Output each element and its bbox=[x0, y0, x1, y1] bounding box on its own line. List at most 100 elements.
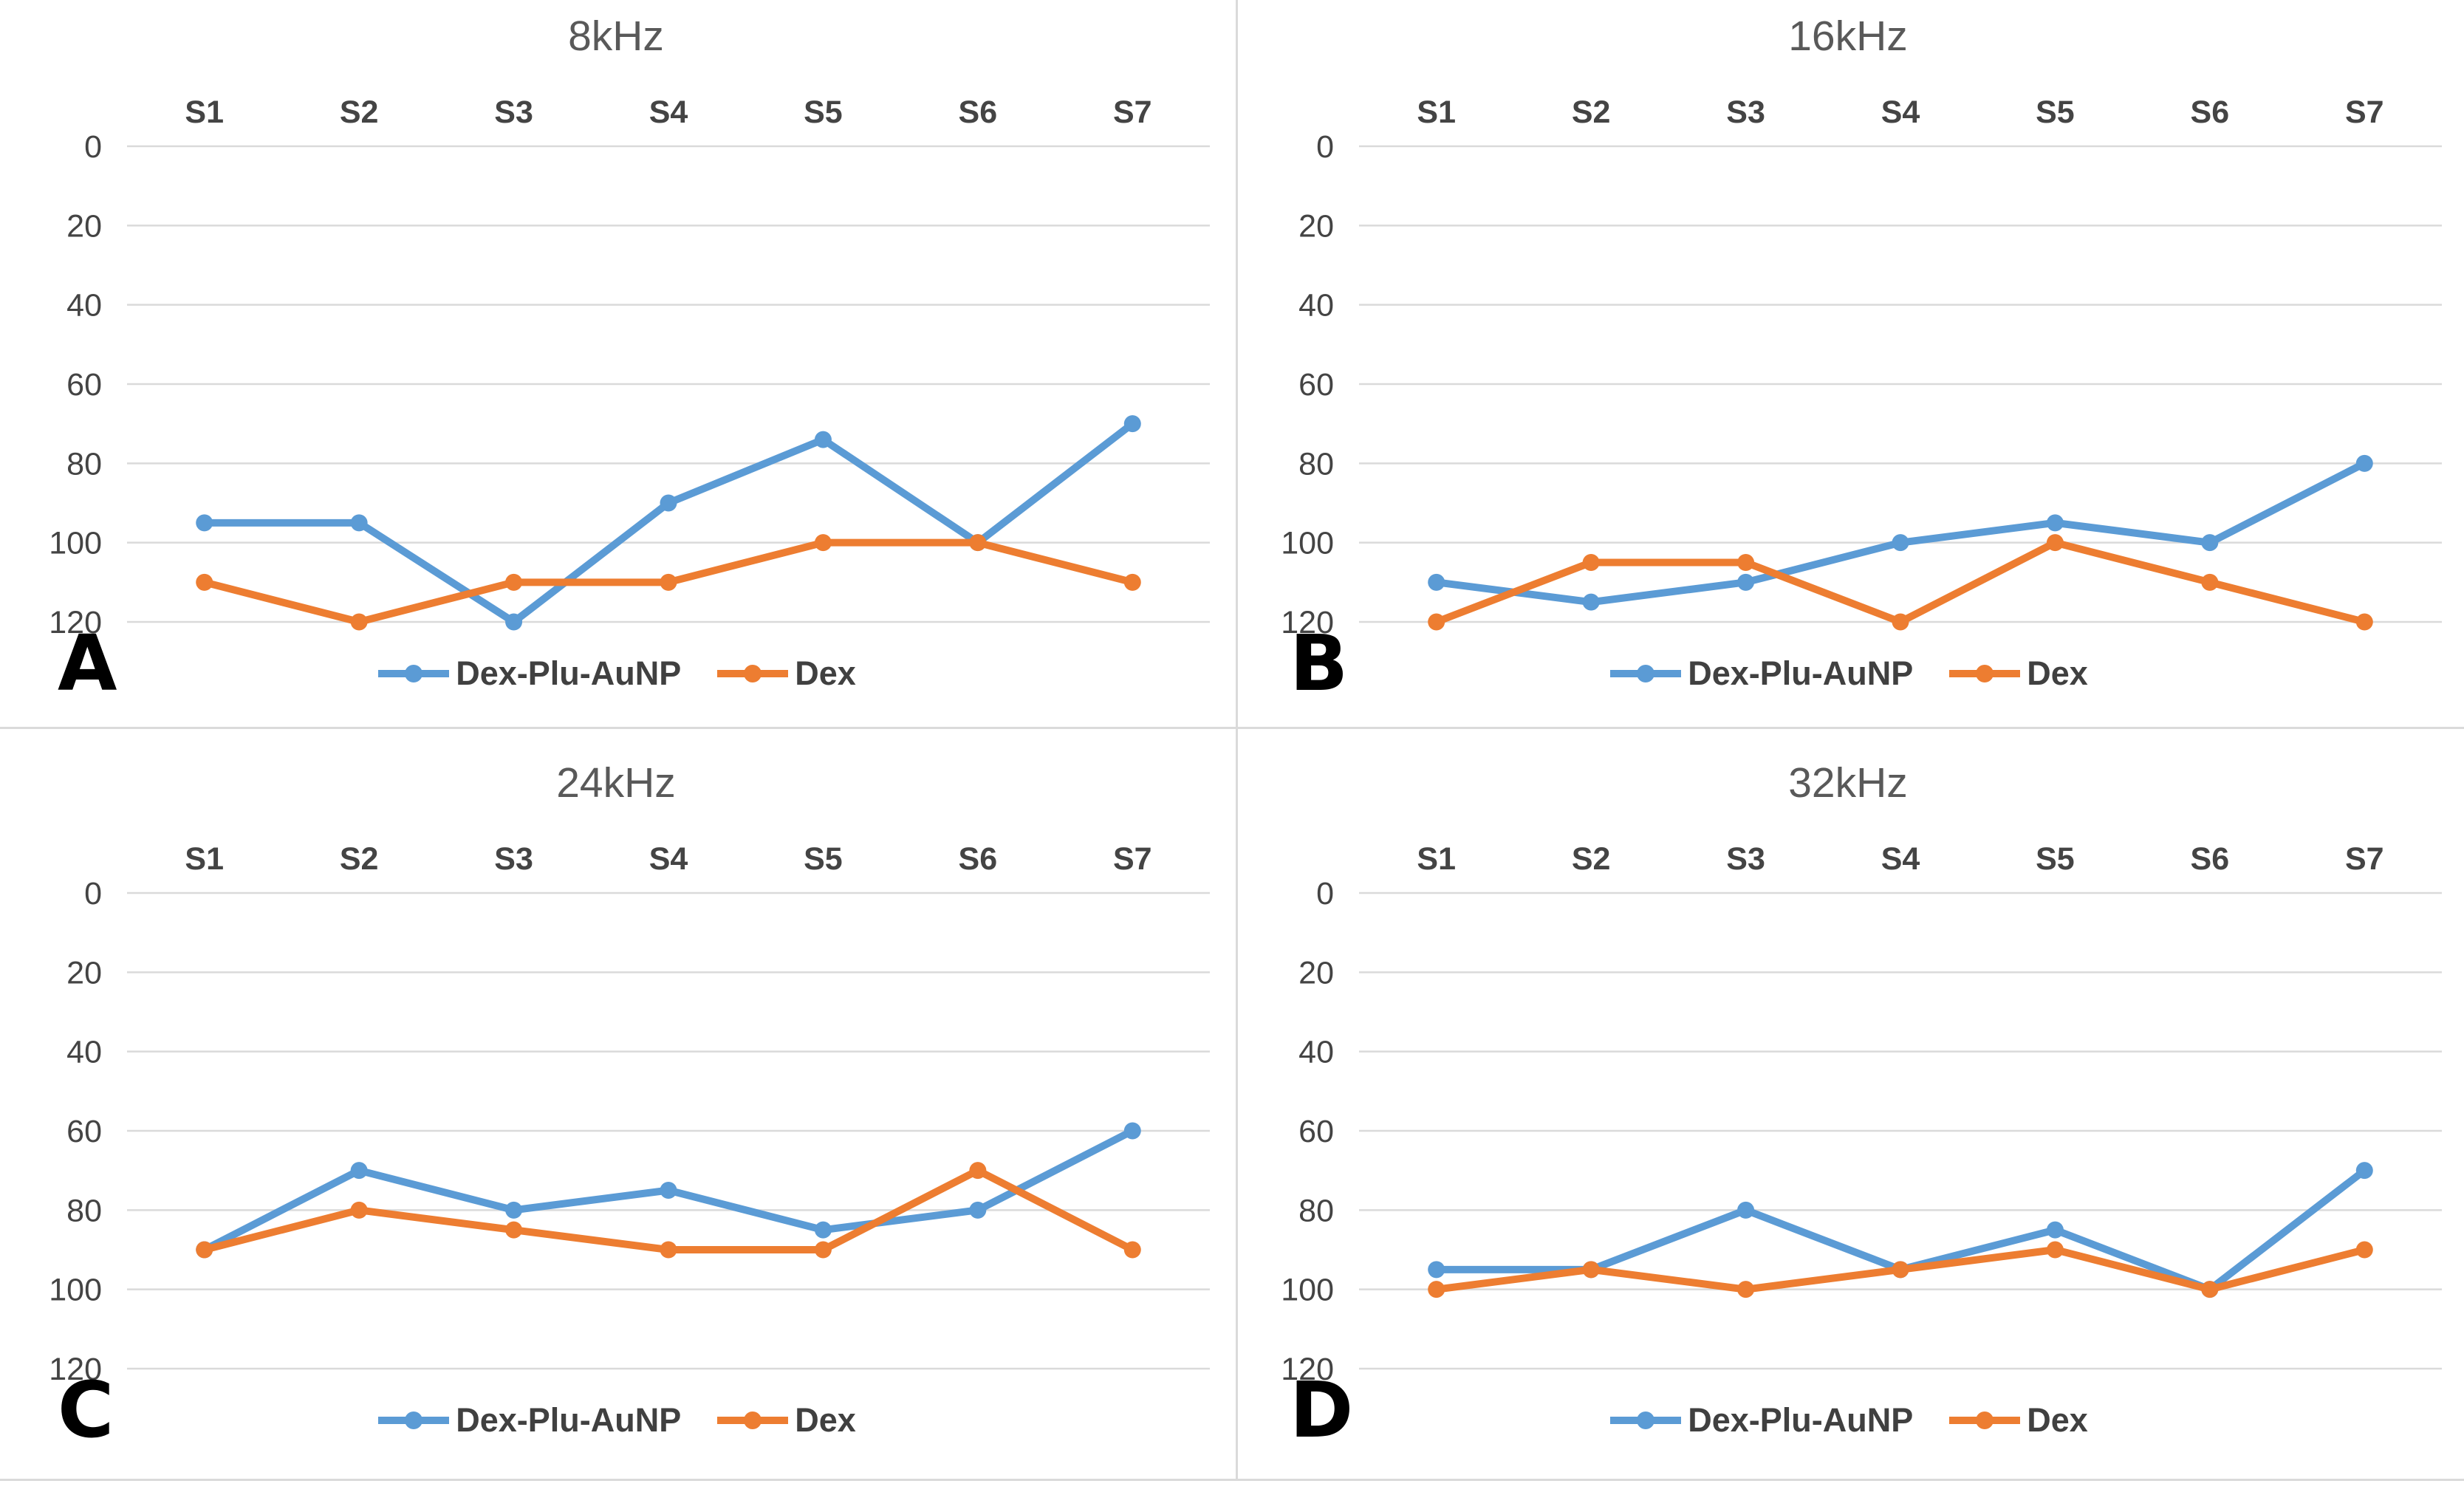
legend-label-dex: Dex bbox=[2027, 1401, 2088, 1439]
data-point-marker bbox=[1428, 613, 1445, 631]
legend-line-marker-icon bbox=[1949, 665, 2021, 682]
y-tick-label: 80 bbox=[1298, 1193, 1334, 1228]
x-category-label: S2 bbox=[340, 95, 379, 130]
y-tick-label: 40 bbox=[66, 288, 102, 324]
legend-entry-dex-plu-aunp: Dex-Plu-AuNP bbox=[376, 654, 681, 693]
data-point-marker bbox=[2046, 534, 2064, 552]
data-point-marker bbox=[814, 1241, 832, 1259]
x-category-label: S6 bbox=[959, 841, 998, 877]
y-tick-label: 0 bbox=[84, 129, 102, 165]
data-point-marker bbox=[1737, 573, 1755, 591]
data-point-marker bbox=[1123, 1241, 1141, 1259]
data-point-marker bbox=[2201, 573, 2219, 591]
data-point-marker bbox=[350, 514, 368, 532]
data-point-marker bbox=[196, 1241, 213, 1259]
data-point-marker bbox=[1123, 1122, 1141, 1140]
x-category-label: S4 bbox=[1881, 841, 1920, 877]
panel-b-16khz: 0 20 40 60 80 100 120 S1 S2 S3 S4 S5 S6 S7 16kHz Dex-… bbox=[1232, 0, 2464, 728]
legend-line-marker-icon bbox=[717, 665, 789, 682]
legend-entry-dex-plu-aunp: Dex-Plu-AuNP bbox=[1608, 1401, 1913, 1440]
line-chart-16khz: 0 20 40 60 80 100 120 S1 S2 S3 S4 S5 S6 S7 bbox=[1281, 95, 2442, 640]
y-tick-label: 60 bbox=[1298, 367, 1334, 403]
legend-entry-dex: Dex bbox=[1947, 654, 2088, 693]
x-category-label: S5 bbox=[804, 841, 843, 877]
legend-label-dex: Dex bbox=[795, 654, 856, 692]
data-point-marker bbox=[660, 1241, 677, 1259]
y-tick-label: 100 bbox=[1281, 1273, 1334, 1308]
legend-line-marker-icon bbox=[378, 665, 450, 682]
data-point-marker bbox=[2355, 613, 2373, 631]
data-point-marker bbox=[2046, 1221, 2064, 1239]
x-category-label: S5 bbox=[2036, 841, 2075, 877]
x-category-label: S4 bbox=[649, 841, 688, 877]
legend-line-marker-icon bbox=[717, 1412, 789, 1429]
data-point-marker bbox=[2355, 454, 2373, 472]
y-tick-label: 80 bbox=[66, 446, 102, 482]
x-category-label: S7 bbox=[2345, 841, 2384, 877]
x-category-label: S2 bbox=[1572, 95, 1611, 130]
legend-line-marker-icon bbox=[1949, 1412, 2021, 1429]
y-tick-label: 60 bbox=[1298, 1114, 1334, 1149]
data-point-marker bbox=[505, 573, 523, 591]
x-category-label: S3 bbox=[494, 95, 533, 130]
data-point-marker bbox=[660, 1182, 677, 1199]
panel-d-32khz: 0 20 40 60 80 100 120 S1 S2 S3 S4 S5 S6 S7 32kHz Dex-… bbox=[1232, 747, 2464, 1475]
legend-label-dex-plu-aunp: Dex-Plu-AuNP bbox=[456, 1401, 682, 1439]
panel-letter-d: D bbox=[1290, 1365, 1354, 1455]
x-category-label: S3 bbox=[1726, 841, 1765, 877]
data-point-marker bbox=[1582, 593, 1600, 611]
data-point-marker bbox=[1428, 573, 1445, 591]
data-point-marker bbox=[350, 613, 368, 631]
x-category-label: S1 bbox=[185, 841, 224, 877]
series-line-Dex-Plu-AuNP bbox=[1432, 459, 2369, 606]
legend-entry-dex-plu-aunp: Dex-Plu-AuNP bbox=[376, 1401, 681, 1440]
x-category-label: S1 bbox=[1417, 95, 1456, 130]
x-category-label: S7 bbox=[1113, 841, 1152, 877]
panel-c-24khz: 0 20 40 60 80 100 120 S1 S2 S3 S4 S5 S6 S7 24kHz Dex-… bbox=[0, 747, 1232, 1475]
chart-title-8khz: 8kHz bbox=[568, 13, 664, 60]
y-tick-label: 40 bbox=[1298, 288, 1334, 324]
x-category-label: S3 bbox=[1726, 95, 1765, 130]
line-chart-24khz: 0 20 40 60 80 100 120 S1 S2 S3 S4 S5 S6 S7 bbox=[49, 841, 1210, 1387]
legend-entry-dex: Dex bbox=[715, 1401, 856, 1440]
x-category-label: S6 bbox=[959, 95, 998, 130]
line-chart-32khz: 0 20 40 60 80 100 120 S1 S2 S3 S4 S5 S6 S7 bbox=[1281, 841, 2442, 1387]
y-tick-label: 100 bbox=[1281, 526, 1334, 561]
data-point-marker bbox=[814, 534, 832, 552]
x-category-label: S2 bbox=[340, 841, 379, 877]
y-tick-label: 20 bbox=[66, 208, 102, 244]
legend: Dex-Plu-AuNP Dex bbox=[1232, 1401, 2464, 1440]
y-tick-label: 0 bbox=[84, 876, 102, 911]
data-point-marker bbox=[2355, 1162, 2373, 1180]
y-tick-label: 100 bbox=[49, 526, 102, 561]
legend-line-marker-icon bbox=[1610, 665, 1682, 682]
y-tick-label: 80 bbox=[66, 1193, 102, 1228]
legend-label-dex: Dex bbox=[795, 1401, 856, 1439]
legend-label-dex: Dex bbox=[2027, 654, 2088, 692]
y-tick-label: 120 bbox=[1281, 605, 1334, 640]
data-point-marker bbox=[1737, 1281, 1755, 1298]
y-tick-label: 80 bbox=[1298, 446, 1334, 482]
y-tick-label: 120 bbox=[49, 1352, 102, 1387]
data-point-marker bbox=[969, 1162, 987, 1180]
data-point-marker bbox=[1892, 1261, 1909, 1279]
x-category-label: S4 bbox=[649, 95, 688, 130]
panel-letter-b: B bbox=[1290, 618, 1349, 708]
data-point-marker bbox=[350, 1201, 368, 1219]
legend-label-dex-plu-aunp: Dex-Plu-AuNP bbox=[456, 654, 682, 692]
panel-letter-a: A bbox=[58, 618, 117, 708]
y-tick-label: 120 bbox=[1281, 1352, 1334, 1387]
data-point-marker bbox=[1737, 554, 1755, 571]
y-tick-label: 120 bbox=[49, 605, 102, 640]
x-category-label: S5 bbox=[2036, 95, 2075, 130]
x-category-label: S5 bbox=[804, 95, 843, 130]
data-point-marker bbox=[350, 1162, 368, 1180]
legend-line-marker-icon bbox=[1610, 1412, 1682, 1429]
legend: Dex-Plu-AuNP Dex bbox=[0, 1401, 1232, 1440]
x-category-label: S1 bbox=[185, 95, 224, 130]
figure-bottom-border bbox=[0, 1479, 2464, 1481]
data-point-marker bbox=[1582, 554, 1600, 571]
legend-entry-dex-plu-aunp: Dex-Plu-AuNP bbox=[1608, 654, 1913, 693]
x-category-label: S2 bbox=[1572, 841, 1611, 877]
y-tick-label: 100 bbox=[49, 1273, 102, 1308]
